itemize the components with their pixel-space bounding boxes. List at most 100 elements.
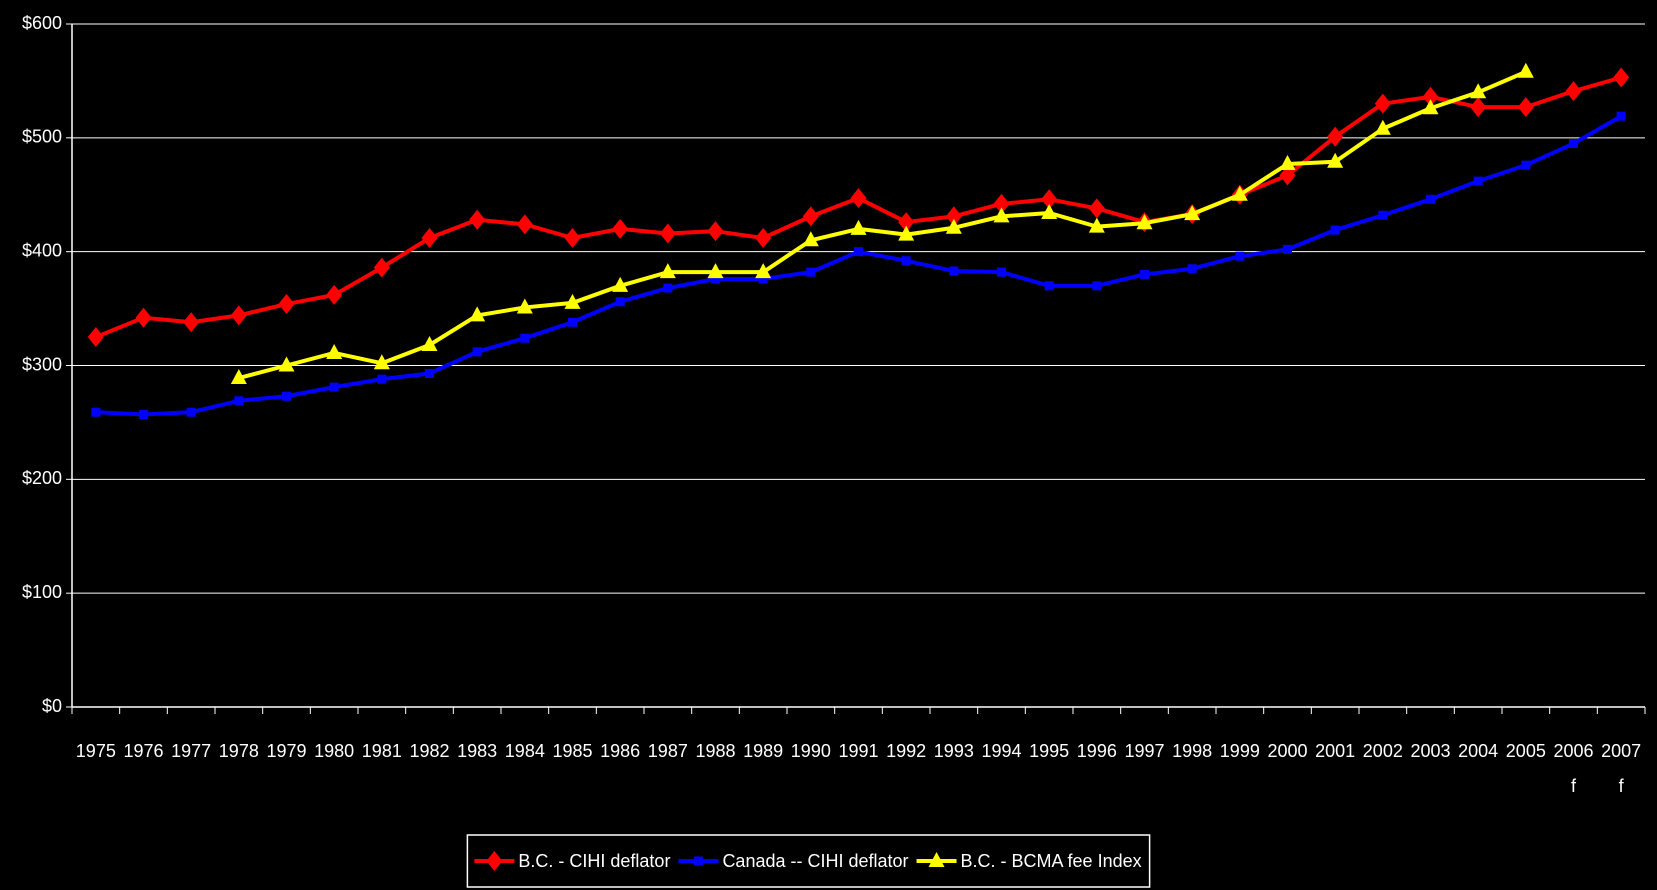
- marker: [1521, 160, 1531, 170]
- marker: [707, 263, 724, 279]
- marker: [278, 294, 295, 315]
- x-tick-label: 1989: [743, 741, 783, 761]
- marker: [1327, 152, 1344, 168]
- marker: [230, 369, 247, 385]
- marker: [1279, 165, 1296, 186]
- legend-box: [466, 834, 1151, 888]
- marker: [1470, 83, 1487, 99]
- x-tick-label: 1994: [981, 741, 1021, 761]
- marker: [329, 382, 339, 392]
- marker: [1140, 269, 1149, 279]
- marker: [1378, 210, 1388, 220]
- legend: B.C. - CIHI deflator Canada -- CIHI defla…: [466, 834, 1151, 888]
- x-tick-label: 1987: [648, 741, 688, 761]
- marker: [1565, 81, 1582, 102]
- marker: [615, 297, 625, 307]
- marker: [183, 312, 200, 333]
- marker: [1044, 281, 1054, 291]
- marker: [1283, 244, 1292, 254]
- marker: [234, 396, 244, 406]
- marker: [802, 206, 819, 227]
- x-tick-label: 1995: [1029, 741, 1069, 761]
- x-tick-label: 1990: [791, 741, 831, 761]
- x-tick-label: 1985: [552, 741, 592, 761]
- marker: [1470, 97, 1487, 118]
- marker: [1041, 203, 1058, 219]
- marker: [1187, 264, 1197, 274]
- marker: [278, 356, 295, 372]
- marker: [663, 283, 673, 293]
- marker: [806, 267, 816, 277]
- marker: [139, 409, 148, 419]
- marker: [898, 225, 915, 241]
- marker: [693, 856, 703, 866]
- x-tick-label: 1980: [314, 741, 354, 761]
- marker: [1569, 139, 1578, 149]
- marker: [901, 256, 911, 266]
- x-tick-label: 2001: [1315, 741, 1355, 761]
- marker: [612, 218, 629, 239]
- x-tick-label: 1978: [219, 741, 259, 761]
- marker: [1473, 176, 1483, 186]
- y-tick-label: $0: [42, 696, 62, 716]
- marker: [186, 407, 196, 417]
- marker: [486, 851, 503, 871]
- marker: [326, 343, 343, 359]
- marker: [1330, 225, 1340, 235]
- x-tick-label: 1993: [934, 741, 974, 761]
- marker: [945, 218, 962, 234]
- marker: [564, 228, 581, 249]
- marker: [1517, 62, 1534, 78]
- x-tick-label: 1997: [1124, 741, 1164, 761]
- marker: [659, 223, 676, 244]
- marker: [1279, 155, 1296, 171]
- y-tick-label: $300: [22, 354, 62, 374]
- marker: [421, 228, 438, 249]
- y-tick-label: $600: [22, 13, 62, 33]
- x-tick-label: 1998: [1172, 741, 1212, 761]
- marker: [1327, 126, 1344, 147]
- marker: [1088, 217, 1105, 233]
- x-tick-label: 1986: [600, 741, 640, 761]
- x-tick-label: 2006 f: [1553, 741, 1593, 796]
- marker: [854, 247, 863, 257]
- marker: [282, 391, 291, 401]
- y-tick-label: $200: [22, 468, 62, 488]
- x-tick-label: 1977: [171, 741, 211, 761]
- legend-label: B.C. - BCMA fee Index: [961, 851, 1142, 871]
- marker: [469, 306, 486, 322]
- marker: [421, 336, 438, 352]
- marker: [612, 276, 629, 292]
- marker: [1231, 185, 1248, 201]
- marker: [755, 263, 772, 279]
- marker: [326, 284, 343, 305]
- marker: [898, 212, 915, 233]
- marker: [469, 209, 486, 230]
- marker: [993, 193, 1010, 214]
- marker: [949, 266, 959, 276]
- legend-label: B.C. - CIHI deflator: [518, 851, 670, 871]
- marker: [945, 206, 962, 227]
- marker: [135, 307, 152, 328]
- marker: [1422, 86, 1439, 107]
- x-tick-label: 1976: [123, 741, 163, 761]
- marker: [87, 327, 104, 348]
- marker: [707, 221, 724, 242]
- x-tick-label: 1991: [838, 741, 878, 761]
- x-tick-label: 1979: [266, 741, 306, 761]
- x-tick-label: 1992: [886, 741, 926, 761]
- marker: [230, 305, 247, 326]
- marker: [1374, 93, 1391, 114]
- marker: [1092, 281, 1102, 291]
- marker: [1136, 214, 1153, 230]
- x-tick-label: 2000: [1267, 741, 1307, 761]
- marker: [91, 407, 101, 417]
- marker: [997, 267, 1006, 277]
- series-line: [238, 69, 1527, 380]
- marker: [516, 298, 533, 314]
- marker: [425, 368, 434, 378]
- marker: [520, 333, 530, 343]
- x-tick-label: 1996: [1077, 741, 1117, 761]
- marker: [1517, 97, 1534, 118]
- marker: [1374, 119, 1391, 135]
